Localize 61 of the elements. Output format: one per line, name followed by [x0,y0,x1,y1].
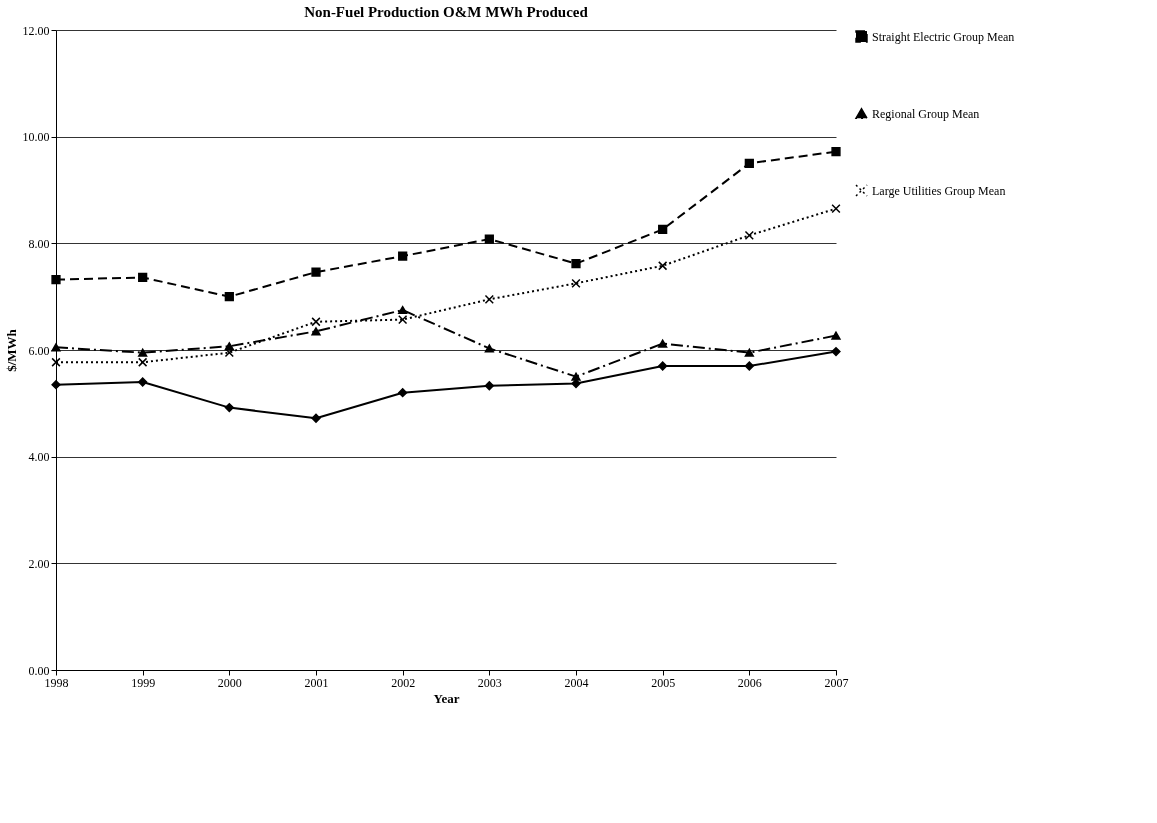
point [398,251,408,261]
point [311,413,321,423]
y-tick-label: 8.00 [28,236,50,251]
point [831,146,841,157]
point [831,204,841,214]
point [51,343,61,352]
x-tick-label: 2004 [564,675,589,690]
x-tick-label: 2005 [651,675,676,690]
legend-label: Regional Group Mean [872,106,980,121]
point [224,348,234,358]
point [51,380,61,390]
x-axis-title: Year [433,690,460,706]
point [831,331,841,340]
x-tick-label: 1999 [131,675,156,690]
point [744,361,754,371]
y-tick-label: 2.00 [28,556,50,571]
point [658,261,668,271]
point [138,357,148,367]
x-tick-label: 1998 [44,675,69,690]
point [138,348,148,357]
legend-label: Straight Electric Group Mean [872,29,1015,44]
point [484,344,494,353]
point [571,258,581,269]
point [224,402,234,413]
point [744,158,754,168]
x-tick-label: 2006 [737,675,762,690]
point [51,357,61,367]
x-tick-label: 2007 [824,675,849,690]
x-tick-label: 2003 [477,675,502,690]
point [484,381,494,391]
y-axis-title: $/MWh [3,328,19,372]
point [138,377,148,387]
y-tick-label: 12.00 [22,23,50,38]
point [484,234,494,244]
point [484,294,494,304]
chart-title: Non-Fuel Production O&M MWh Produced [304,4,589,20]
point [51,274,61,285]
point [311,327,321,336]
y-tick-label: 10.00 [22,130,50,145]
point [311,267,321,277]
point [831,346,841,357]
y-tick-label: 0.00 [28,663,50,678]
point [224,292,234,302]
y-tick-label: 4.00 [28,450,50,465]
point [311,317,321,327]
point [398,388,408,398]
x-tick-label: 2001 [304,675,329,690]
point [138,272,148,283]
point [658,361,668,371]
point [398,314,408,325]
point [658,224,668,235]
point [398,305,408,315]
point [658,339,668,348]
point [571,278,581,288]
y-tick-label: 6.00 [28,343,50,358]
legend-label: Large Utilities Group Mean [872,183,1006,198]
point [744,348,754,357]
point [571,372,581,381]
x-tick-label: 2000 [217,675,242,690]
x-tick-label: 2002 [391,675,416,690]
point [744,230,754,240]
